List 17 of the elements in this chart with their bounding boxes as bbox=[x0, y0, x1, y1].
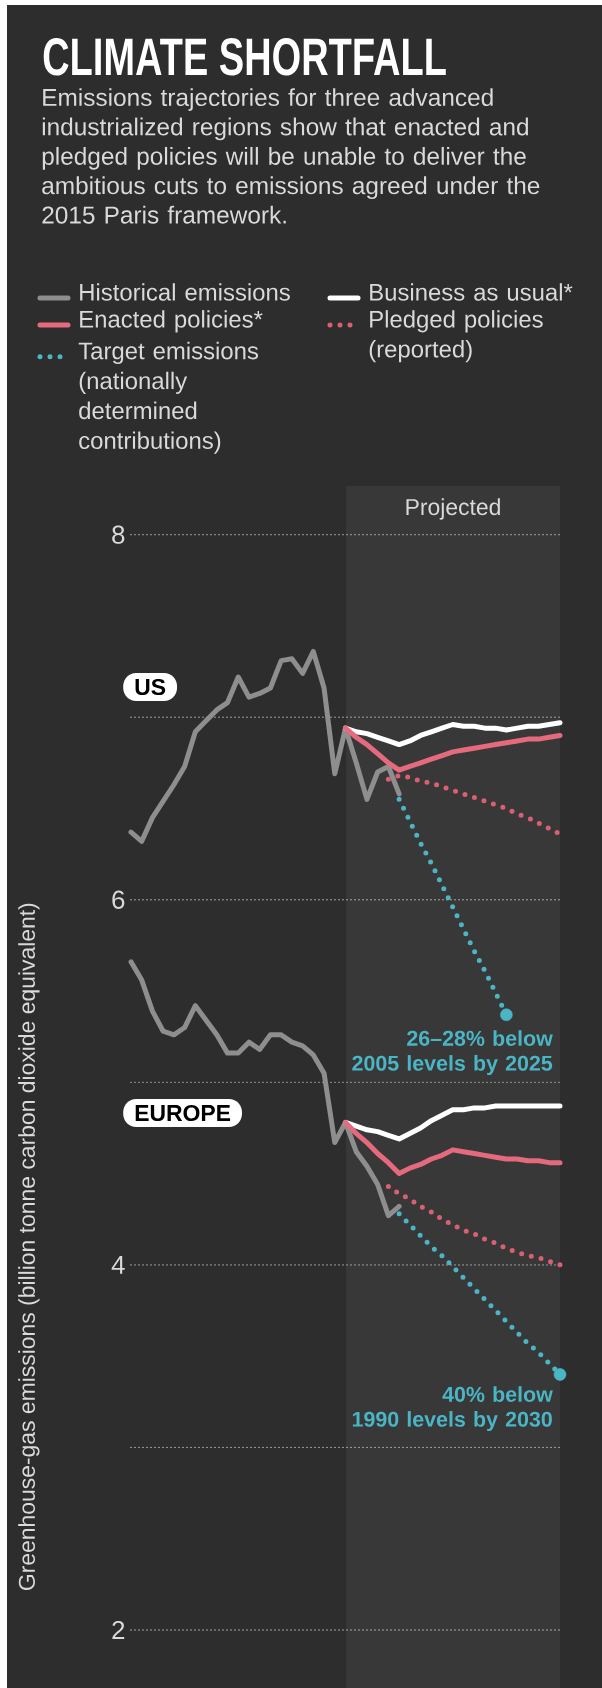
y-axis-title: Greenhouse-gas emissions (billion tonne carbon dioxide equivalent) bbox=[18, 903, 40, 1591]
legend-label: Enacted policies* bbox=[80, 310, 263, 333]
chart-subtitle: Emissions trajectories for three advanced industrialized regions show that enacted and pledged policies will be unable to deliver the ambitious cuts to emissions agreed under the 2015 Paris framework. bbox=[42, 88, 540, 224]
y-tick-label: 8 bbox=[112, 525, 125, 544]
legend-label: Target emissions (nationally determined contributions) bbox=[78, 341, 259, 454]
y-tick-label: 4 bbox=[111, 1255, 125, 1274]
chart-title: CLIMATE SHORTFALL bbox=[43, 38, 446, 76]
annotation: 40% below 1990 levels by 2030 bbox=[352, 1386, 553, 1432]
y-tick-label: 2 bbox=[112, 1620, 125, 1640]
legend-label: Pledged policies (reported) bbox=[369, 310, 543, 363]
annotation: US bbox=[135, 678, 166, 696]
annotation: 26–28% below 2005 levels by 2025 bbox=[352, 1030, 553, 1076]
y-tick-label: 6 bbox=[112, 890, 125, 909]
legend-label: Business as usual* bbox=[370, 283, 573, 301]
legend-label: Historical emissions bbox=[80, 283, 290, 301]
text: Projected bbox=[406, 498, 500, 520]
annotation: EUROPE bbox=[135, 1104, 231, 1122]
